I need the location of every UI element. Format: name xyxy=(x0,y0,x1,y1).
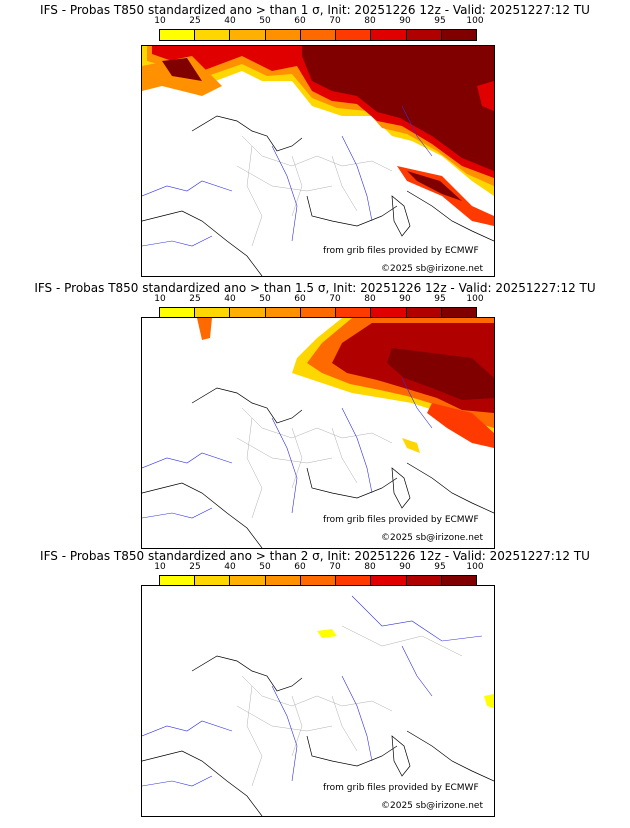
source-credit: from grib files provided by ECMWF xyxy=(322,246,480,256)
probability-map[interactable]: from grib files provided by ECMWF ©2025 … xyxy=(141,585,495,817)
colorbar-label: 100 xyxy=(466,294,484,304)
colorbar-swatch xyxy=(160,576,196,586)
colorbar-label: 40 xyxy=(224,16,236,26)
colorbar-label: 95 xyxy=(434,562,446,572)
colorbar xyxy=(159,29,477,41)
panel-1-sigma: IFS - Probas T850 standardized ano > tha… xyxy=(0,0,630,277)
copyright-credit: ©2025 sb@irizone.net xyxy=(380,264,484,274)
colorbar-label: 40 xyxy=(224,562,236,572)
colorbar-label: 25 xyxy=(189,16,201,26)
colorbar-swatch xyxy=(265,576,301,586)
colorbar-label: 40 xyxy=(224,294,236,304)
rivers xyxy=(142,105,433,247)
colorbar-swatch xyxy=(300,30,337,40)
coastlines xyxy=(142,387,494,548)
colorbar xyxy=(159,307,477,319)
colorbar-label: 50 xyxy=(259,562,271,572)
colorbar-label: 70 xyxy=(329,562,341,572)
colorbar-label: 10 xyxy=(154,16,166,26)
colorbar-label: 90 xyxy=(399,294,411,304)
colorbar-swatch xyxy=(230,308,266,318)
colorbar-label: 25 xyxy=(189,294,201,304)
colorbar-swatch xyxy=(371,576,407,586)
panel-title: IFS - Probas T850 standardized ano > tha… xyxy=(40,549,590,563)
colorbar-labels: 10 25 40 50 60 70 80 90 95 100 xyxy=(143,16,493,28)
probability-map[interactable]: from grib files provided by ECMWF ©2025 … xyxy=(141,317,495,549)
colorbar-label: 60 xyxy=(294,562,306,572)
copyright-credit: ©2025 sb@irizone.net xyxy=(380,801,484,811)
colorbar-swatch xyxy=(406,30,442,40)
colorbar-label: 70 xyxy=(329,294,341,304)
colorbar-swatch xyxy=(160,308,196,318)
colorbar-label: 10 xyxy=(154,562,166,572)
panel-title: IFS - Probas T850 standardized ano > tha… xyxy=(34,281,596,295)
colorbar-label: 80 xyxy=(364,294,376,304)
source-credit: from grib files provided by ECMWF xyxy=(322,515,480,525)
colorbar-label: 95 xyxy=(434,16,446,26)
colorbar-label: 100 xyxy=(466,562,484,572)
colorbar-swatch xyxy=(441,30,476,40)
regional-borders xyxy=(236,407,393,519)
probability-shading xyxy=(317,629,494,708)
probability-map[interactable]: from grib files provided by ECMWF ©2025 … xyxy=(141,45,495,277)
colorbar-label: 90 xyxy=(399,562,411,572)
probability-shading xyxy=(197,318,494,453)
regional-borders xyxy=(236,625,463,787)
panel-2-sigma: IFS - Probas T850 standardized ano > tha… xyxy=(0,546,630,817)
colorbar-swatch xyxy=(160,30,196,40)
colorbar-swatch xyxy=(371,308,407,318)
rivers xyxy=(142,377,433,519)
colorbar-label: 70 xyxy=(329,16,341,26)
colorbar-swatch xyxy=(265,30,301,40)
panel-title: IFS - Probas T850 standardized ano > tha… xyxy=(40,3,590,17)
colorbar-swatch xyxy=(336,30,372,40)
colorbar-label: 50 xyxy=(259,294,271,304)
coastlines xyxy=(142,655,494,816)
colorbar-label: 60 xyxy=(294,294,306,304)
colorbar-swatch xyxy=(300,576,337,586)
colorbar-swatch xyxy=(195,308,231,318)
rivers xyxy=(142,595,483,787)
colorbar-swatch xyxy=(406,576,442,586)
probability-shading xyxy=(142,46,494,226)
colorbar xyxy=(159,575,477,587)
colorbar-swatch xyxy=(336,308,372,318)
colorbar-label: 80 xyxy=(364,562,376,572)
colorbar-swatch xyxy=(195,30,231,40)
colorbar-label: 90 xyxy=(399,16,411,26)
colorbar-swatch xyxy=(336,576,372,586)
colorbar-labels: 10 25 40 50 60 70 80 90 95 100 xyxy=(143,294,493,306)
colorbar-label: 50 xyxy=(259,16,271,26)
map-canvas xyxy=(142,595,494,816)
colorbar-swatch xyxy=(441,308,476,318)
colorbar-swatch xyxy=(230,576,266,586)
copyright-credit: ©2025 sb@irizone.net xyxy=(380,533,484,543)
colorbar-swatch xyxy=(371,30,407,40)
colorbar-label: 10 xyxy=(154,294,166,304)
map-canvas xyxy=(142,318,494,548)
colorbar-swatch xyxy=(265,308,301,318)
source-credit: from grib files provided by ECMWF xyxy=(322,783,480,793)
colorbar-label: 100 xyxy=(466,16,484,26)
colorbar-label: 80 xyxy=(364,16,376,26)
colorbar-swatch xyxy=(441,576,476,586)
coastlines xyxy=(142,115,494,276)
colorbar-label: 60 xyxy=(294,16,306,26)
map-canvas xyxy=(142,46,494,276)
colorbar-swatch xyxy=(195,576,231,586)
panel-1-5-sigma: IFS - Probas T850 standardized ano > tha… xyxy=(0,278,630,549)
colorbar-label: 25 xyxy=(189,562,201,572)
colorbar-labels: 10 25 40 50 60 70 80 90 95 100 xyxy=(143,562,493,574)
colorbar-swatch xyxy=(406,308,442,318)
colorbar-swatch xyxy=(300,308,337,318)
colorbar-label: 95 xyxy=(434,294,446,304)
regional-borders xyxy=(236,135,393,247)
colorbar-swatch xyxy=(230,30,266,40)
